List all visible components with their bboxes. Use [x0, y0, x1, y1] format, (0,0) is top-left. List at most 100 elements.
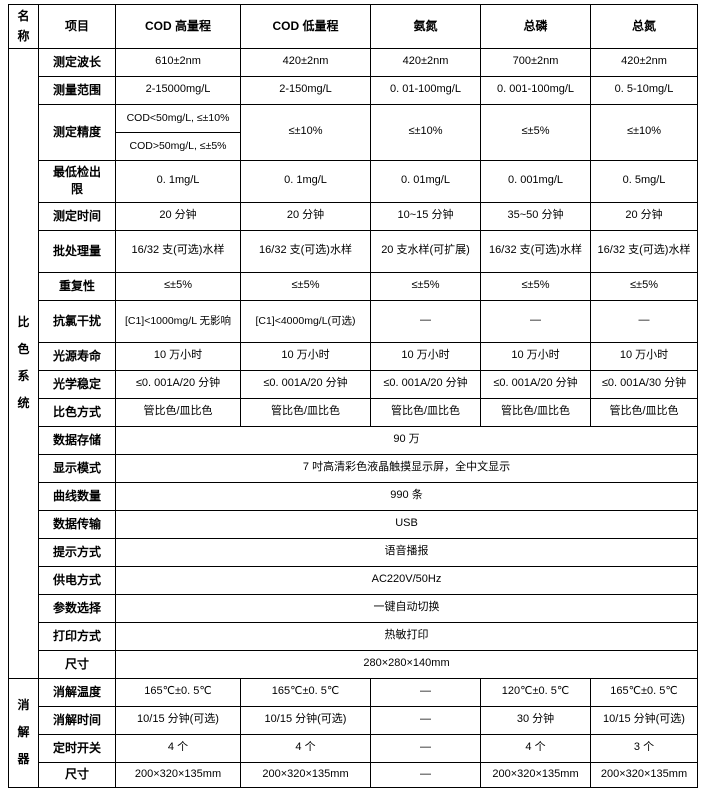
spec-table: 名称 项目 COD 高量程 COD 低量程 氨氮 总磷 总氮 比色系统 测定波长… — [8, 4, 698, 788]
table-row: 尺寸 280×280×140mm — [9, 649, 698, 679]
spec-cell: 120℃±0. 5℃ — [480, 677, 591, 707]
spec-cell: 3 个 — [590, 733, 698, 763]
header-name-text: 名称 — [17, 9, 30, 44]
row-label-display-mode: 显示模式 — [38, 453, 116, 483]
spec-cell: [C1]<1000mg/L 无影响 — [115, 299, 241, 343]
spec-cell-merged: 90 万 — [115, 425, 698, 455]
table-row: 消解器 消解温度 165℃±0. 5℃ 165℃±0. 5℃ — 120℃±0.… — [8, 677, 698, 788]
table-row: 比色系统 测定波长 610±2nm 420±2nm 420±2nm 700±2n… — [8, 47, 698, 679]
header-col-nitrogen: 总氮 — [590, 4, 698, 49]
table-row: 提示方式 语音播报 — [9, 537, 698, 567]
spec-cell-merged: 一键自动切换 — [115, 593, 698, 623]
spec-cell: ≤±5% — [370, 271, 481, 301]
table-row: 供电方式 AC220V/50Hz — [9, 565, 698, 595]
spec-cell: 10 万小时 — [480, 341, 591, 371]
spec-cell-merged: 7 吋高清彩色液晶触摸显示屏，全中文显示 — [115, 453, 698, 483]
spec-cell: ≤±10% — [370, 103, 481, 161]
spec-cell: 2-150mg/L — [240, 75, 371, 105]
spec-cell: 20 分钟 — [240, 201, 371, 231]
table-row: 数据存储 90 万 — [9, 425, 698, 455]
spec-cell: 165℃±0. 5℃ — [590, 677, 698, 707]
spec-cell: ≤0. 001A/20 分钟 — [240, 369, 371, 399]
spec-cell: — — [590, 299, 698, 343]
spec-cell: 管比色/皿比色 — [370, 397, 481, 427]
spec-cell-merged: AC220V/50Hz — [115, 565, 698, 595]
spec-cell-merged: 语音播报 — [115, 537, 698, 567]
row-label-colorimetric-mode: 比色方式 — [38, 397, 116, 427]
spec-cell: ≤0. 001A/30 分钟 — [590, 369, 698, 399]
header-name: 名称 — [8, 4, 39, 49]
spec-cell: 30 分钟 — [480, 705, 591, 735]
row-label-digest-temp: 消解温度 — [38, 677, 116, 707]
section-label-digester: 消解器 — [8, 677, 39, 788]
spec-cell: 16/32 支(可选)水样 — [115, 229, 241, 273]
spec-cell: — — [370, 705, 481, 735]
row-label-prompt-mode: 提示方式 — [38, 537, 116, 567]
table-row: 比色方式 管比色/皿比色 管比色/皿比色 管比色/皿比色 管比色/皿比色 管比色… — [9, 397, 698, 427]
spec-cell: 16/32 支(可选)水样 — [240, 229, 371, 273]
spec-cell: 10 万小时 — [115, 341, 241, 371]
row-label-chlorine: 抗氯干扰 — [38, 299, 116, 343]
spec-cell: 管比色/皿比色 — [590, 397, 698, 427]
spec-cell-merged: 280×280×140mm — [115, 649, 698, 679]
spec-cell-accuracy-high-top: COD<50mg/L, ≤±10% — [115, 103, 241, 133]
row-label-optical-stability: 光学稳定 — [38, 369, 116, 399]
table-row: 抗氯干扰 [C1]<1000mg/L 无影响 [C1]<4000mg/L(可选)… — [9, 299, 698, 343]
spec-cell: 165℃±0. 5℃ — [240, 677, 371, 707]
spec-cell: 0. 5mg/L — [590, 159, 698, 203]
spec-cell: 0. 1mg/L — [240, 159, 371, 203]
spec-cell: 610±2nm — [115, 47, 241, 77]
spec-cell: — — [370, 733, 481, 763]
row-label-repeatability: 重复性 — [38, 271, 116, 301]
spec-cell: ≤±5% — [115, 271, 241, 301]
spec-cell: ≤±10% — [590, 103, 698, 161]
row-label-digester-dimensions: 尺寸 — [38, 761, 116, 788]
table-row: 批处理量 16/32 支(可选)水样 16/32 支(可选)水样 20 支水样(… — [9, 229, 698, 273]
row-label-range: 测量范围 — [38, 75, 116, 105]
header-item: 项目 — [38, 4, 116, 49]
row-label-data-transfer: 数据传输 — [38, 509, 116, 539]
table-row: 测定时间 20 分钟 20 分钟 10~15 分钟 35~50 分钟 20 分钟 — [9, 201, 698, 231]
spec-cell: 20 分钟 — [115, 201, 241, 231]
table-row: 显示模式 7 吋高清彩色液晶触摸显示屏，全中文显示 — [9, 453, 698, 483]
table-row: 定时开关 4 个 4 个 — 4 个 3 个 — [9, 733, 698, 763]
section-label-colorimetric: 比色系统 — [8, 47, 39, 679]
spec-cell: [C1]<4000mg/L(可选) — [240, 299, 371, 343]
spec-cell: 4 个 — [115, 733, 241, 763]
spec-cell: 0. 01mg/L — [370, 159, 481, 203]
spec-cell: ≤0. 001A/20 分钟 — [480, 369, 591, 399]
spec-cell: 16/32 支(可选)水样 — [480, 229, 591, 273]
spec-cell: 10 万小时 — [240, 341, 371, 371]
table-row: 参数选择 一键自动切换 — [9, 593, 698, 623]
table-row: 消解时间 10/15 分钟(可选) 10/15 分钟(可选) — 30 分钟 1… — [9, 705, 698, 735]
spec-cell-merged: USB — [115, 509, 698, 539]
spec-cell: 700±2nm — [480, 47, 591, 77]
row-label-lamp-life: 光源寿命 — [38, 341, 116, 371]
table-row: 数据传输 USB — [9, 509, 698, 539]
row-label-curve-count: 曲线数量 — [38, 481, 116, 511]
spec-cell: ≤0. 001A/20 分钟 — [370, 369, 481, 399]
row-label-detection-limit: 最低检出限 — [38, 159, 116, 203]
spec-cell: ≤±5% — [590, 271, 698, 301]
spec-cell: 10 万小时 — [590, 341, 698, 371]
table-row: 最低检出限 0. 1mg/L 0. 1mg/L 0. 01mg/L 0. 001… — [9, 159, 698, 203]
spec-cell-merged: 990 条 — [115, 481, 698, 511]
table-row: 打印方式 热敏打印 — [9, 621, 698, 651]
table-row: 测定精度 COD<50mg/L, ≤±10% ≤±10% ≤±10% ≤±5% … — [9, 103, 698, 161]
header-col-phosphorus: 总磷 — [480, 4, 591, 49]
spec-cell: 管比色/皿比色 — [480, 397, 591, 427]
spec-cell: 35~50 分钟 — [480, 201, 591, 231]
table-row: 光源寿命 10 万小时 10 万小时 10 万小时 10 万小时 10 万小时 — [9, 341, 698, 371]
header-col-cod-high: COD 高量程 — [115, 4, 241, 49]
row-label-batch: 批处理量 — [38, 229, 116, 273]
table-row: 重复性 ≤±5% ≤±5% ≤±5% ≤±5% ≤±5% — [9, 271, 698, 301]
spec-cell: 0. 001mg/L — [480, 159, 591, 203]
row-label-wavelength: 测定波长 — [38, 47, 116, 77]
table-row: 测量范围 2-15000mg/L 2-150mg/L 0. 01-100mg/L… — [9, 75, 698, 105]
row-label-dimensions: 尺寸 — [38, 649, 116, 679]
spec-cell: 0. 1mg/L — [115, 159, 241, 203]
spec-cell: 10/15 分钟(可选) — [590, 705, 698, 735]
spec-cell: 420±2nm — [240, 47, 371, 77]
row-label-timer-switch: 定时开关 — [38, 733, 116, 763]
spec-cell: 10/15 分钟(可选) — [115, 705, 241, 735]
